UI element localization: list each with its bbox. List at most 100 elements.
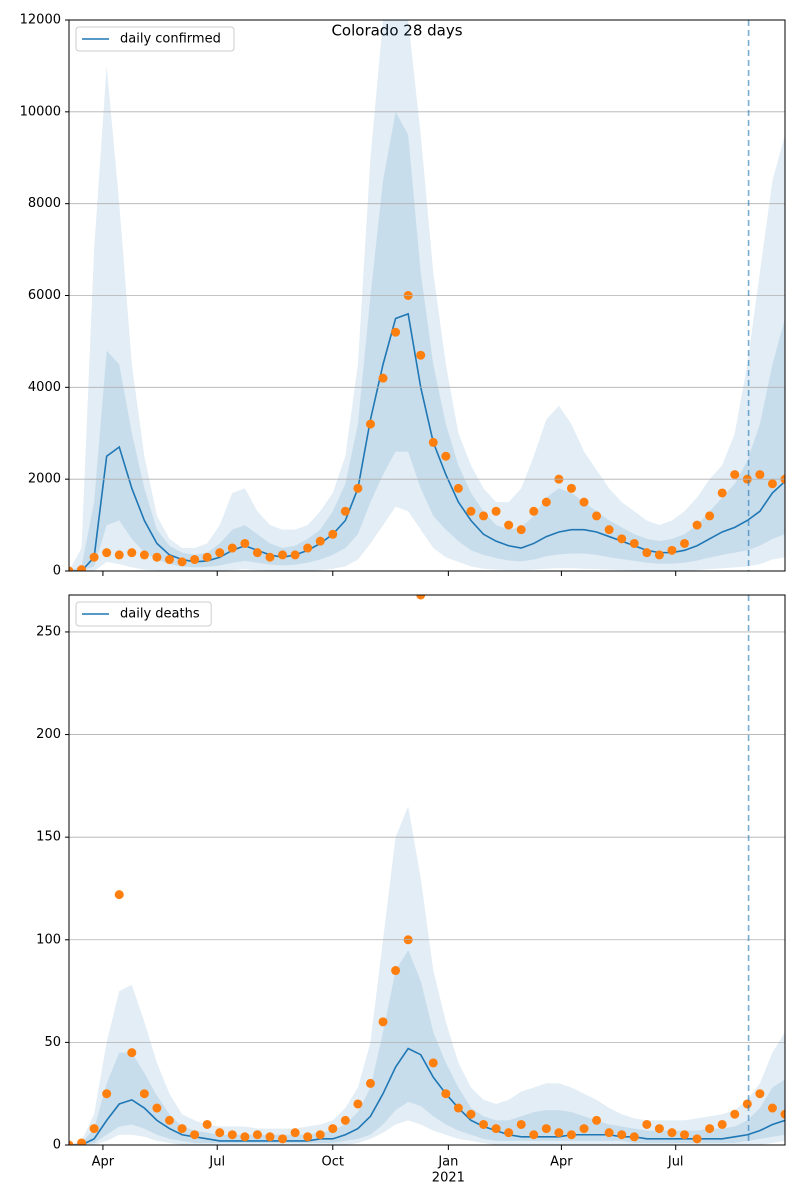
observed-point: [315, 1130, 325, 1140]
observed-point: [391, 327, 401, 337]
observed-point: [252, 548, 262, 558]
plot-area: [69, 20, 785, 571]
observed-point: [717, 1119, 727, 1129]
observed-point: [479, 511, 489, 521]
observed-point: [592, 511, 602, 521]
observed-point: [227, 1130, 237, 1140]
observed-point: [365, 419, 375, 429]
observed-point: [127, 548, 137, 558]
observed-point: [654, 1124, 664, 1134]
plot-area: [69, 595, 785, 1145]
observed-point: [152, 1103, 162, 1113]
uncertainty-band: [69, 950, 785, 1145]
observed-point: [215, 548, 225, 558]
observed-point: [265, 1132, 275, 1142]
observed-point: [491, 1124, 501, 1134]
observed-point: [177, 1124, 187, 1134]
y-tick-label: 0: [53, 1138, 61, 1153]
observed-point: [466, 506, 476, 516]
observed-point: [755, 470, 765, 480]
observed-point: [504, 1128, 514, 1138]
observed-point: [642, 548, 652, 558]
y-tick-label: 100: [36, 932, 61, 947]
axes-frame: [68, 19, 786, 572]
observed-point: [579, 497, 589, 507]
y-tick-label: 6000: [28, 288, 61, 303]
observed-point: [252, 1130, 262, 1140]
observed-point: [353, 1099, 363, 1109]
x-tick-label: Oct: [322, 1155, 344, 1170]
observed-point: [453, 483, 463, 493]
observed-point: [340, 506, 350, 516]
observed-point: [227, 543, 237, 553]
y-tick-label: 0: [53, 564, 61, 579]
observed-point: [416, 595, 426, 600]
observed-point: [680, 1130, 690, 1140]
observed-point: [541, 1124, 551, 1134]
y-tick-label: 250: [36, 624, 61, 639]
legend: daily deaths: [75, 601, 212, 627]
observed-point: [340, 1115, 350, 1125]
observed-point: [742, 1099, 752, 1109]
observed-point: [441, 1089, 451, 1099]
y-tick-label: 12000: [20, 13, 61, 28]
observed-point: [177, 557, 187, 567]
legend-label: daily confirmed: [120, 32, 221, 47]
observed-point: [114, 550, 124, 560]
observed-point: [190, 555, 200, 565]
series-line: [69, 312, 785, 571]
observed-point: [516, 1119, 526, 1129]
observed-point: [89, 552, 99, 562]
x-tick-label: Apr: [550, 1155, 573, 1170]
observed-point: [202, 552, 212, 562]
observed-point: [240, 538, 250, 548]
y-tick-label: 2000: [28, 472, 61, 487]
observed-point: [767, 479, 777, 489]
observed-point: [77, 565, 87, 571]
observed-point: [240, 1132, 250, 1142]
axes-frame: [68, 594, 786, 1146]
observed-point: [654, 550, 664, 560]
uncertainty-band: [69, 806, 785, 1145]
observed-point: [416, 350, 426, 360]
observed-point: [152, 552, 162, 562]
legend-label: daily deaths: [120, 607, 200, 622]
observed-point: [667, 1128, 677, 1138]
observed-point: [69, 566, 74, 571]
observed-point: [164, 1115, 174, 1125]
observed-point: [190, 1130, 200, 1140]
observed-point: [529, 506, 539, 516]
observed-point: [353, 483, 363, 493]
y-tick-label: 150: [36, 830, 61, 845]
observed-point: [705, 511, 715, 521]
observed-point: [378, 1017, 388, 1027]
observed-point: [717, 488, 727, 498]
observed-point: [466, 1109, 476, 1119]
observed-point: [592, 1115, 602, 1125]
chart-title: Colorado 28 days: [331, 22, 462, 40]
observed-point: [604, 525, 614, 535]
x-year-label: 2021: [432, 1171, 465, 1186]
series-line: [69, 1047, 785, 1145]
observed-point: [453, 1103, 463, 1113]
y-tick-label: 10000: [20, 104, 61, 119]
observed-point: [102, 548, 112, 558]
observed-point: [692, 520, 702, 530]
observed-point: [667, 545, 677, 555]
observed-point: [629, 1132, 639, 1142]
observed-point: [278, 550, 288, 560]
observed-point: [202, 1119, 212, 1129]
observed-point: [629, 538, 639, 548]
observed-point: [139, 1089, 149, 1099]
y-tick-label: 50: [44, 1035, 61, 1050]
observed-point: [290, 550, 300, 560]
observed-point: [139, 550, 149, 560]
observed-point: [127, 1048, 137, 1058]
observed-point: [391, 966, 401, 976]
observed-point: [516, 525, 526, 535]
observed-point: [566, 1130, 576, 1140]
legend-box: [75, 26, 235, 52]
observed-point: [579, 1124, 589, 1134]
x-tick-label: Jan: [437, 1155, 458, 1170]
